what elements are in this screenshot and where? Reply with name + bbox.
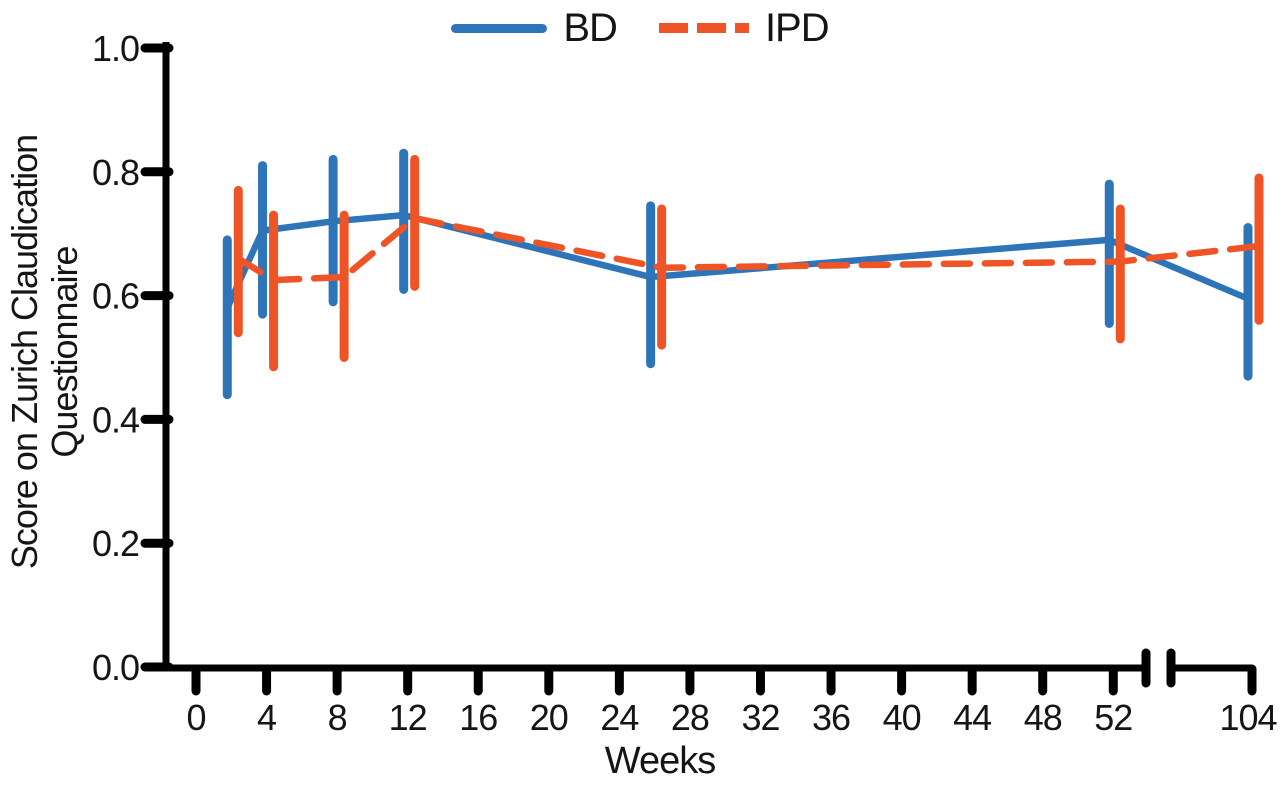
x-tick-label: 104 <box>1219 697 1276 738</box>
x-tick-label: 8 <box>328 697 347 738</box>
x-tick-label: 48 <box>1024 697 1062 738</box>
series-line-ipd <box>235 214 1263 284</box>
x-tick-label: 0 <box>186 697 205 738</box>
y-tick-label: 1.0 <box>92 28 139 69</box>
x-tick-label: 32 <box>741 697 779 738</box>
x-tick-label: 4 <box>257 697 276 738</box>
x-tick-label: 44 <box>953 697 991 738</box>
x-tick-label: 28 <box>671 697 709 738</box>
y-tick-label: 0.8 <box>92 152 139 193</box>
x-tick-label: 16 <box>459 697 497 738</box>
y-tick-label: 0.6 <box>92 276 139 317</box>
x-tick-label: 40 <box>883 697 921 738</box>
x-tick-label: 24 <box>600 697 638 738</box>
x-tick-label: 52 <box>1094 697 1132 738</box>
series-line-bd <box>224 211 1252 312</box>
x-tick-label: 12 <box>389 697 427 738</box>
x-tick-label: 36 <box>812 697 850 738</box>
x-tick-label: 20 <box>530 697 568 738</box>
y-tick-label: 0.0 <box>92 647 139 688</box>
y-tick-label: 0.4 <box>92 399 139 440</box>
y-tick-label: 0.2 <box>92 523 139 564</box>
